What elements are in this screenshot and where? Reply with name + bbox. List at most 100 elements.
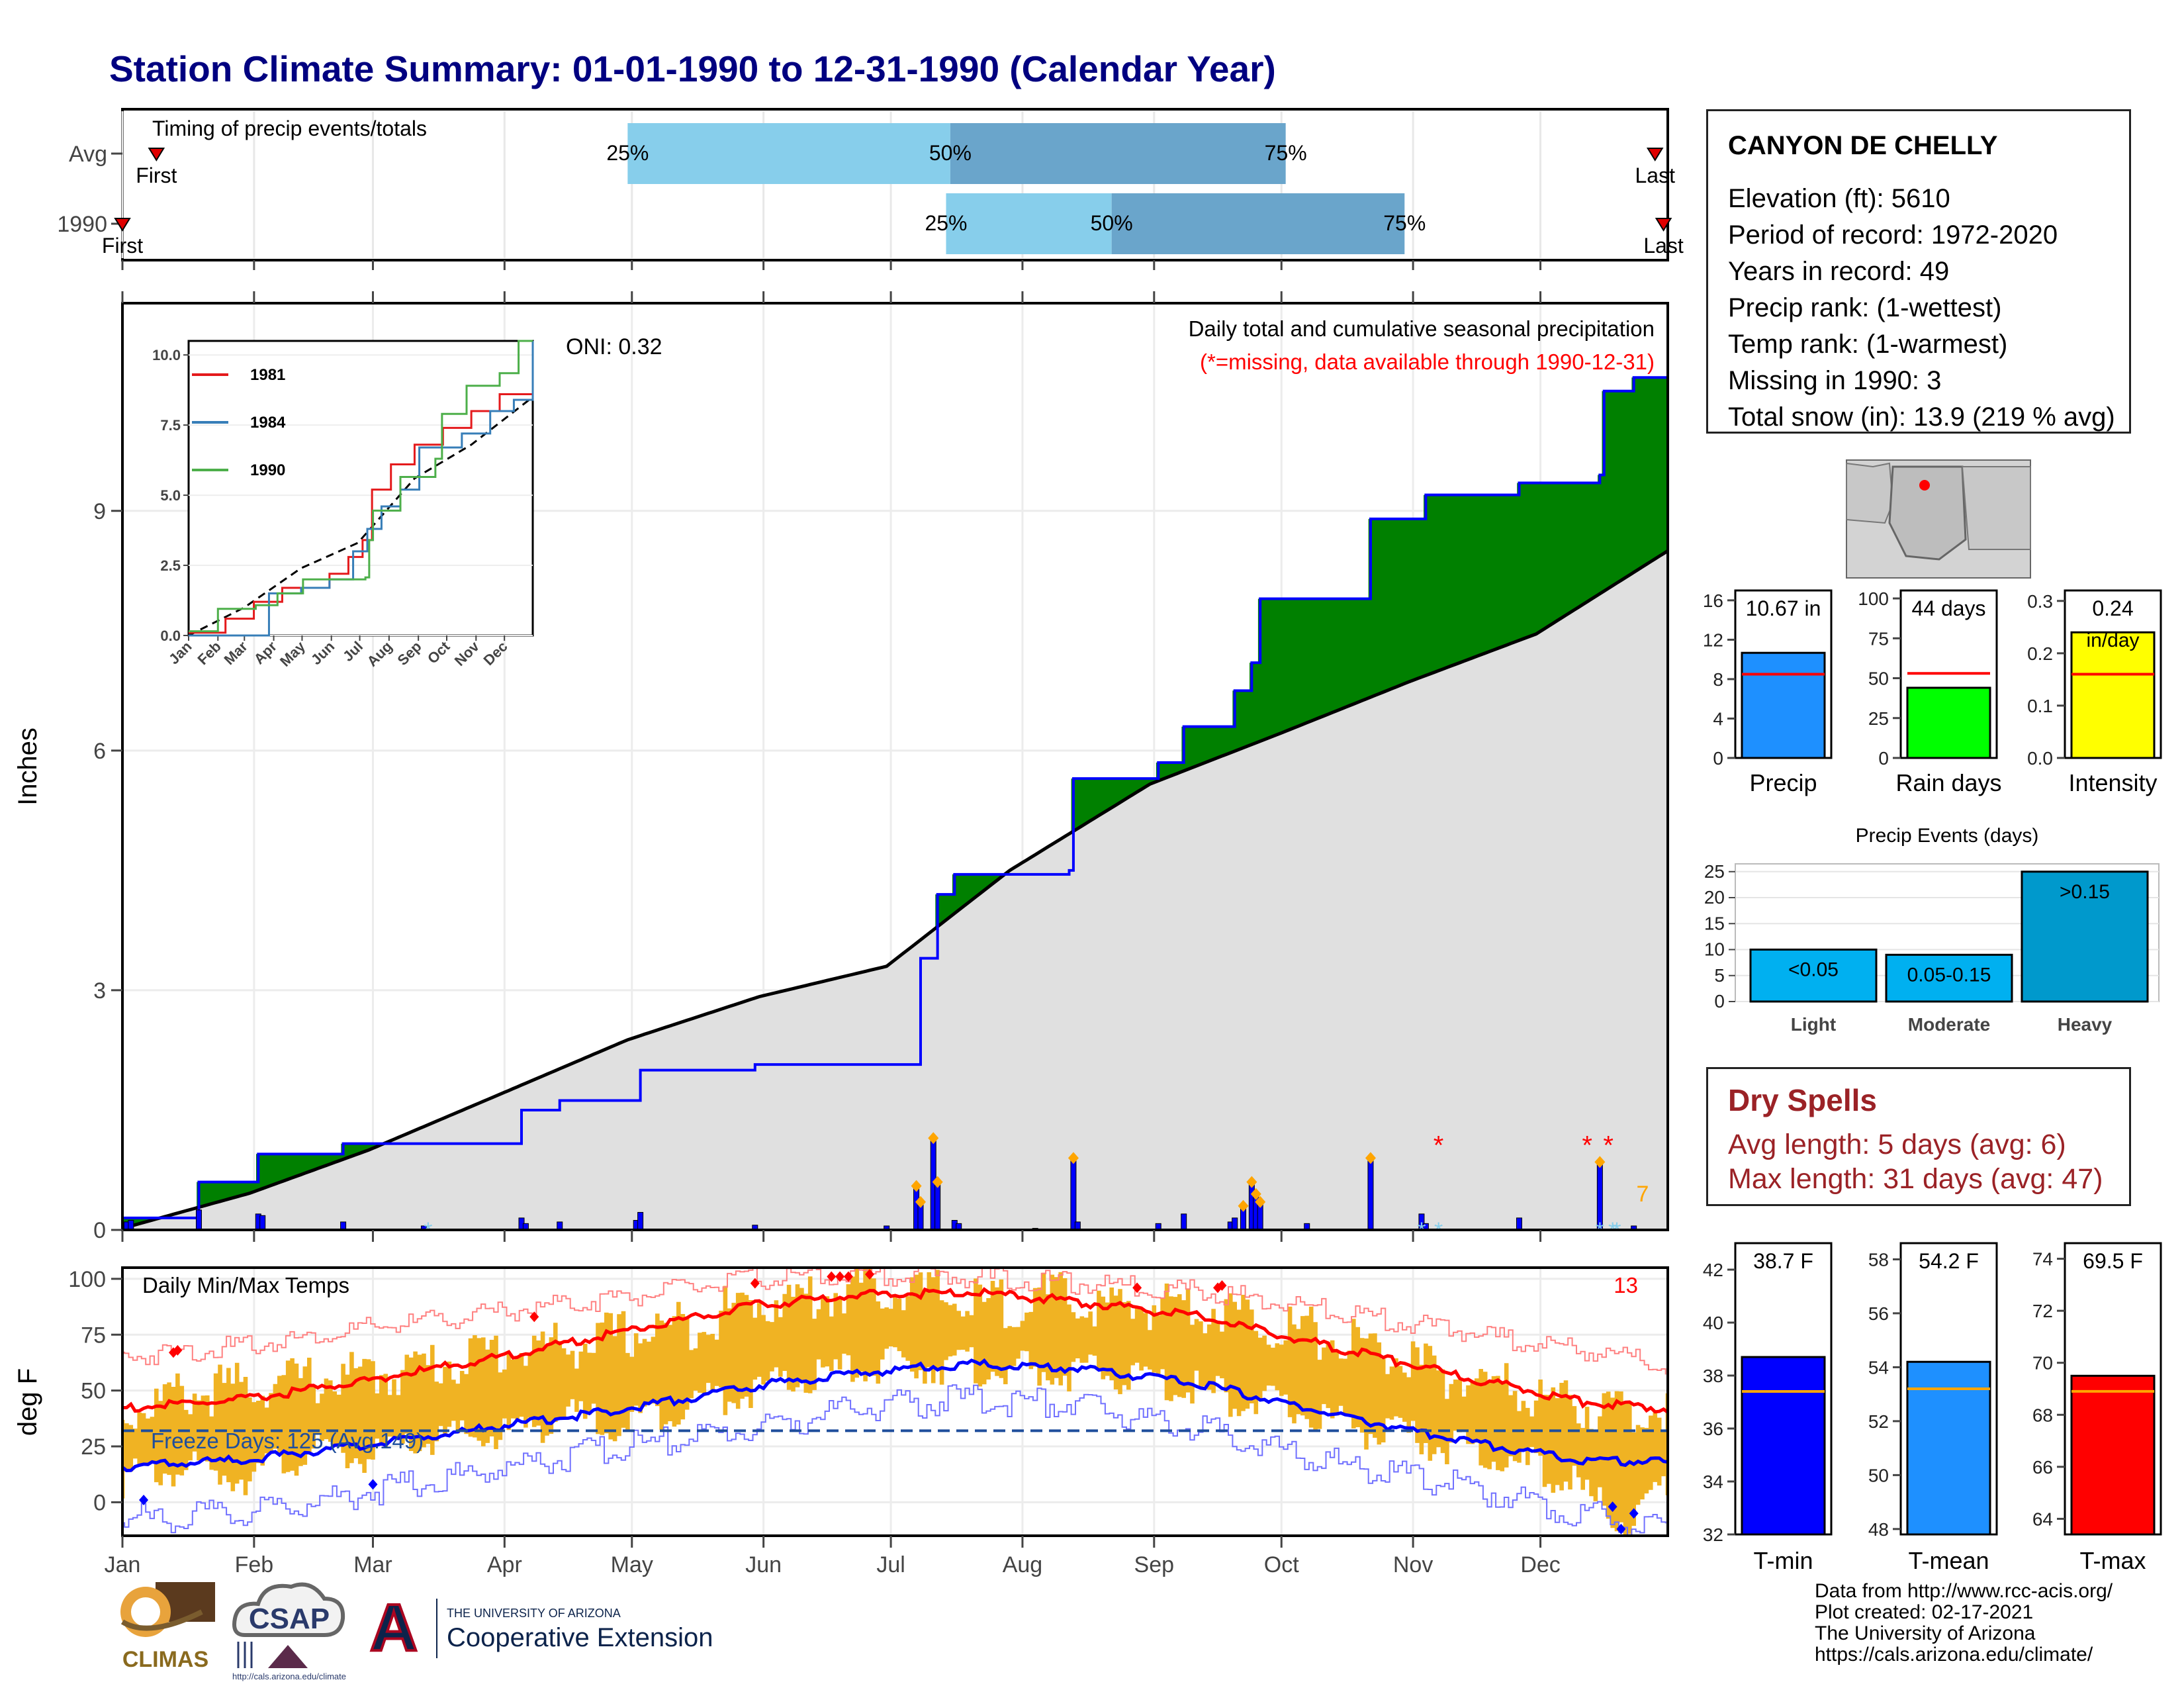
inset-ytick-label: 0.0 <box>160 628 181 644</box>
temp-summary-t-min-axis-label: T-min <box>1754 1547 1813 1574</box>
temp-summary-t-max: 64 66 68 70 72 74 69.5 F T-max <box>2032 1242 2162 1574</box>
temp-summary-t-min-ytick-label: 32 <box>1703 1524 1723 1545</box>
timing-first-marker <box>114 218 131 232</box>
daily-precip-bar <box>637 1211 644 1230</box>
station-info-box: CANYON DE CHELLY Elevation (ft): 5610 Pe… <box>1706 109 2131 434</box>
heavy-event-marker <box>1238 1199 1249 1212</box>
temp-summary-t-max-ytick-label: 74 <box>2032 1249 2053 1270</box>
freeze-days-label: Freeze Days: 125 (Avg.149) <box>151 1429 424 1453</box>
timing-q75-label: 75% <box>1383 211 1426 235</box>
events-ytick-label: 0 <box>1714 991 1725 1011</box>
summary-intensity-axis-label: Intensity <box>2068 769 2157 796</box>
ua-logo-mark: A <box>370 1592 418 1665</box>
temp-ytick-label: 0 <box>93 1490 106 1515</box>
record-low-line <box>122 1384 1666 1536</box>
map-state-arizona <box>1888 465 1967 561</box>
month-label: Jun <box>745 1552 782 1577</box>
precip-ylabel: Inches <box>13 727 42 806</box>
dry-spells-avg: Avg length: 5 days (avg: 6) <box>1728 1129 2066 1160</box>
events-ytick-label: 10 <box>1704 939 1725 960</box>
daily-precip-bar <box>1422 1223 1429 1230</box>
precip-ytick-label: 9 <box>93 499 106 524</box>
events-category-label: Light <box>1791 1014 1836 1035</box>
daily-precip-bar <box>195 1209 202 1230</box>
temp-title: Daily Min/Max Temps <box>142 1273 349 1297</box>
inset-series-line <box>189 340 533 633</box>
climas-logo: CLIMAS <box>109 1582 222 1675</box>
daily-precip-bar <box>1181 1213 1187 1230</box>
summary-precip: 0 4 8 12 16 10.67 in Precip <box>1703 589 1833 796</box>
summary-precip-value-bar <box>1741 651 1826 759</box>
month-label: Mar <box>353 1552 392 1577</box>
record-high-line <box>122 1268 1666 1375</box>
record-temp-marker <box>1132 1282 1142 1293</box>
inset-legend-label: 1984 <box>250 414 286 432</box>
csap-logo-graphic: CSAP http://cals.arizona.edu/climate <box>232 1582 346 1681</box>
map-state-west <box>1846 462 1894 524</box>
temp-summary-t-min-value-bar <box>1741 1356 1826 1536</box>
daily-precip-bar <box>420 1225 427 1230</box>
temp-summary-t-mean-ytick-label: 48 <box>1868 1519 1889 1540</box>
temp-summary-t-min-ytick-label: 40 <box>1703 1313 1723 1333</box>
station-name: CANYON DE CHELLY <box>1728 131 1998 160</box>
timing-q50-label: 50% <box>929 141 972 165</box>
heavy-event-marker <box>1594 1156 1606 1168</box>
summary-bars: 0 4 8 12 16 10.67 in Precip 0 25 50 75 100 44 days Ra… <box>1703 588 2162 796</box>
temp-summary-t-mean-value-label: 54.2 F <box>1919 1249 1979 1273</box>
events-ytick-label: 25 <box>1704 861 1725 882</box>
summary-rain-days-value-bar <box>1906 686 1991 759</box>
climas-logo-text: CLIMAS <box>122 1647 208 1672</box>
heavy-event-marker <box>932 1176 943 1188</box>
summary-precip-axis-label: Precip <box>1749 769 1817 796</box>
inset-ytick-label: 2.5 <box>160 557 181 574</box>
month-label: Jul <box>876 1552 905 1577</box>
temp-ytick-label: 100 <box>68 1267 106 1292</box>
temp-summary-t-max-value-label: 69.5 F <box>2083 1249 2143 1273</box>
temperature-summary-bars: 32 34 36 38 40 42 38.7 F T-min 48 50 52 54 56 58 54.2 … <box>1703 1242 2162 1574</box>
average-min-line <box>122 1358 1668 1473</box>
snow-day-marker: * <box>1612 1218 1621 1243</box>
temp-ytick-label: 25 <box>81 1434 106 1460</box>
events-title: Precip Events (days) <box>1856 825 2039 847</box>
summary-precip-ytick-label: 8 <box>1713 669 1723 690</box>
summary-precip-ytick-label: 16 <box>1703 590 1723 611</box>
arizona-map <box>1846 459 2031 579</box>
events-bar-label: <0.05 <box>1788 959 1839 981</box>
heavy-event-marker <box>1250 1188 1261 1200</box>
temp-summary-t-max-axis-label: T-max <box>2079 1547 2146 1574</box>
daily-precip-bar <box>1155 1223 1161 1230</box>
inset-ytick-label: 5.0 <box>160 487 181 504</box>
summary-rain-days: 0 25 50 75 100 44 days Rain days <box>1858 588 2001 796</box>
timing-row-label: 1990 <box>57 212 107 237</box>
timing-last-label: Last <box>1643 234 1684 258</box>
page-title: Station Climate Summary: 01-01-1990 to 1… <box>109 48 1276 89</box>
credit-url: https://cals.arizona.edu/climate/ <box>1815 1644 2093 1665</box>
temp-summary-t-mean-ytick-label: 56 <box>1868 1303 1889 1324</box>
temp-summary-t-max-ytick-label: 72 <box>2032 1301 2053 1321</box>
inset-ytick-label: 10.0 <box>152 347 181 363</box>
heavy-event-marker <box>1246 1176 1257 1188</box>
timing-q25-label: 25% <box>606 141 649 165</box>
timing-panel: Timing of precip events/totals Avg 25% 50% 7… <box>57 108 1684 261</box>
dry-spells-title: Dry Spells <box>1728 1083 1877 1117</box>
ua-logo-large-text: Cooperative Extension <box>447 1623 713 1652</box>
daily-precip-bar <box>1367 1157 1374 1230</box>
temp-summary-t-mean-value-bar <box>1906 1360 1991 1536</box>
summary-rain-days-ytick-label: 25 <box>1868 708 1889 729</box>
temp-ytick-label: 75 <box>81 1323 106 1348</box>
month-label: Oct <box>1264 1552 1299 1577</box>
inset-ytick-label: 7.5 <box>160 417 181 434</box>
average-cumulative-line <box>122 549 1668 1230</box>
station-snow: Total snow (in): 13.9 (219 % avg) <box>1728 402 2115 432</box>
average-cumulative-area <box>122 551 1668 1230</box>
summary-precip-ytick-label: 0 <box>1713 748 1723 769</box>
record-low-marker <box>1616 1523 1626 1534</box>
daily-precip-bar <box>522 1223 529 1230</box>
heavy-event-marker <box>1365 1152 1376 1164</box>
events-bar-light <box>1749 949 1878 1003</box>
ua-logo-graphic: A THE UNIVERSITY OF ARIZONA Cooperative … <box>364 1589 713 1666</box>
timing-bar-q50-q75 <box>1111 193 1405 254</box>
summary-rain-days-ytick-label: 75 <box>1868 628 1889 649</box>
snow-day-marker: * <box>1434 1218 1443 1243</box>
observed-cumulative-line <box>122 376 1668 1219</box>
